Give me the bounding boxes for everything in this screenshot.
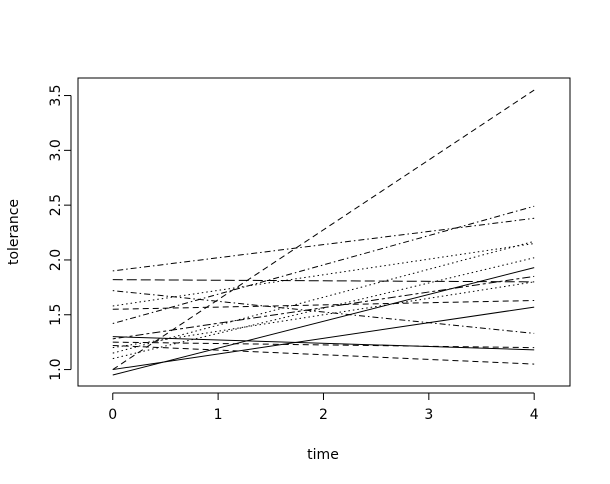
- series-line: [112, 267, 535, 376]
- series-line: [112, 217, 535, 272]
- series-line: [112, 257, 535, 360]
- series-line: [112, 300, 535, 310]
- series-line: [112, 306, 535, 371]
- series-line: [112, 243, 535, 307]
- plot-box: [77, 77, 571, 387]
- y-axis-label: tolerance: [6, 199, 22, 265]
- y-tick-label: 1.5: [48, 304, 64, 326]
- series-line: [112, 275, 535, 340]
- series-line: [112, 290, 535, 334]
- x-tick-label: 4: [530, 407, 539, 423]
- series-line: [112, 281, 535, 349]
- x-tick-label: 0: [108, 407, 117, 423]
- series-line: [112, 341, 535, 349]
- series-line: [112, 205, 535, 325]
- y-tick-label: 3.5: [48, 84, 64, 106]
- y-tick-label: 3.0: [48, 139, 64, 161]
- series-line: [112, 89, 535, 370]
- y-tick-label: 1.0: [48, 358, 64, 380]
- series-line: [112, 240, 535, 354]
- x-tick-label: 1: [214, 407, 223, 423]
- x-tick-label: 2: [319, 407, 328, 423]
- x-tick-label: 3: [424, 407, 433, 423]
- series-line: [112, 344, 535, 365]
- y-tick-label: 2.0: [48, 249, 64, 271]
- x-axis-label: time: [307, 447, 339, 463]
- series-line: [112, 336, 535, 351]
- series-line: [112, 279, 535, 283]
- y-tick-label: 2.5: [48, 194, 64, 216]
